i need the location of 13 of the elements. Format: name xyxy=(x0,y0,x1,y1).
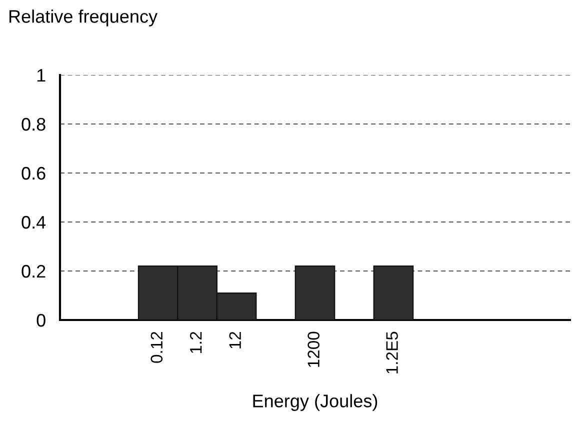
x-tick-label: 1.2 xyxy=(190,332,202,354)
x-tick-label: 12 xyxy=(229,332,241,348)
x-tick-label: 1.2E5 xyxy=(386,332,398,374)
y-tick-label: 1 xyxy=(37,69,46,82)
x-tick-label: 1200 xyxy=(308,332,320,367)
y-tick-label: 0.2 xyxy=(22,264,46,278)
x-tick-label: 0.12 xyxy=(150,332,163,363)
x-axis-title: Energy (Joules) xyxy=(253,394,378,411)
y-tick-label: 0.6 xyxy=(22,166,46,180)
y-tick-label: 0.8 xyxy=(22,118,46,131)
y-tick-label: 0 xyxy=(36,314,46,327)
y-axis-title: Relative frequency xyxy=(9,10,158,26)
y-tick-label: 0.4 xyxy=(22,216,46,229)
